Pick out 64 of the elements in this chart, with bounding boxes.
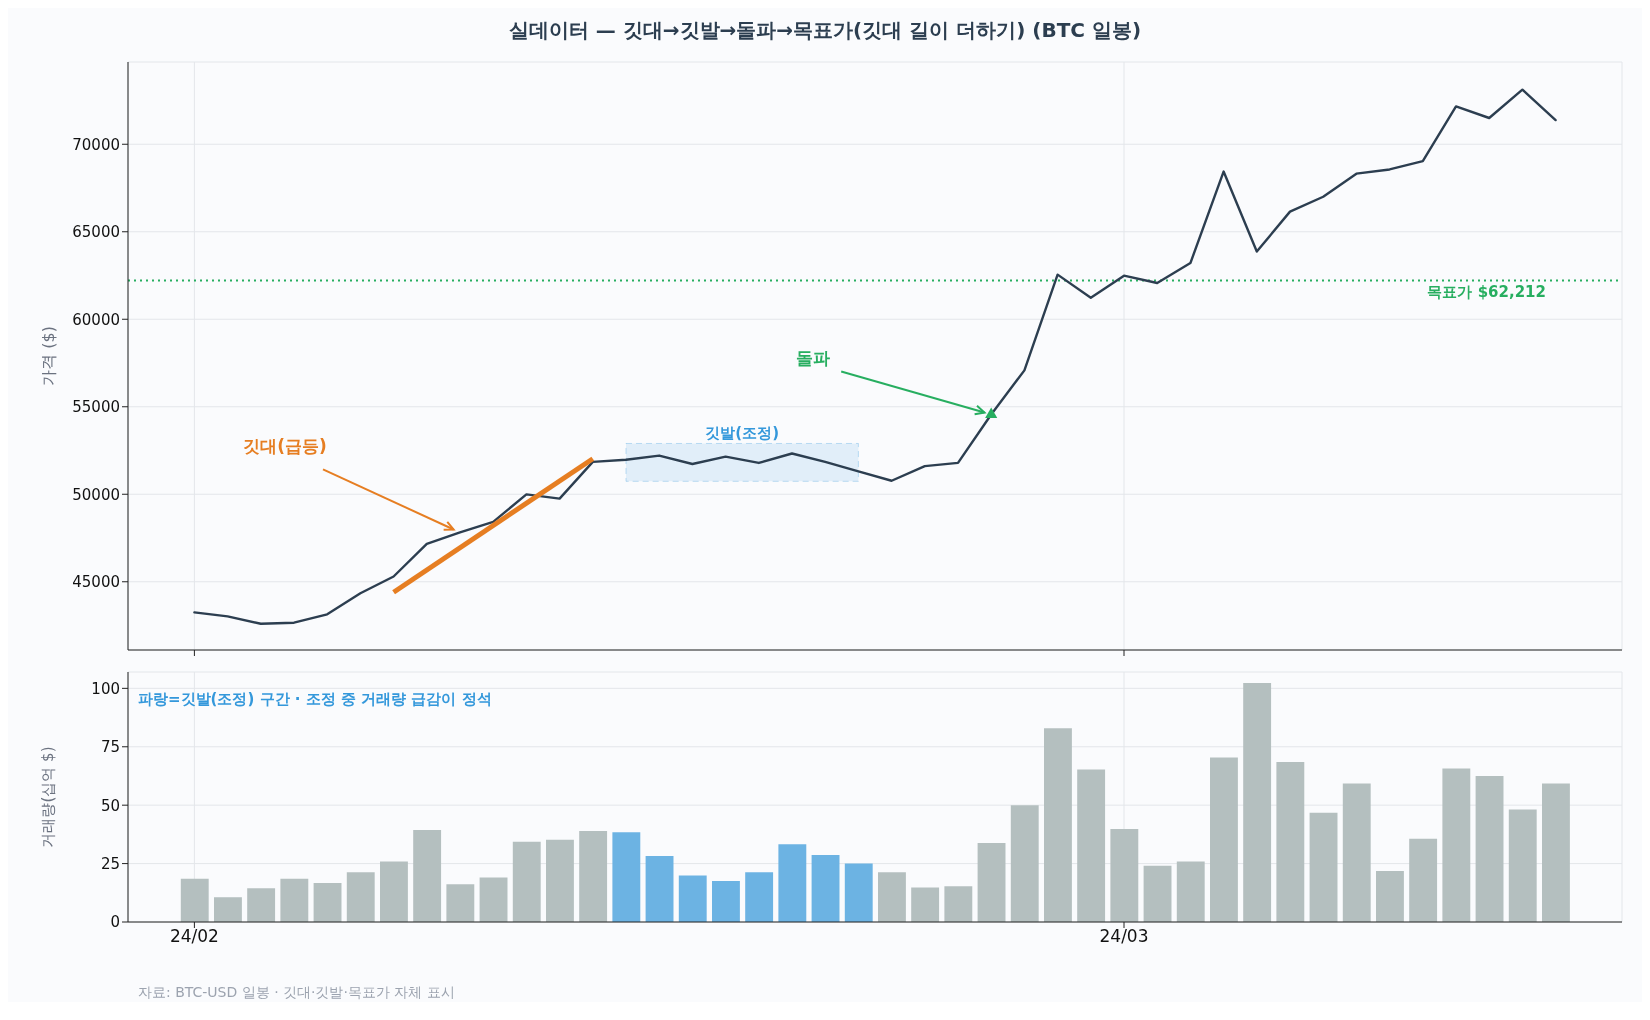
bar <box>1475 775 1504 922</box>
bar <box>1077 769 1106 922</box>
y-tick-label: 100 <box>91 679 120 698</box>
y-axis-title: 거래량(십억 $) <box>39 746 58 848</box>
y-tick-label: 50000 <box>72 485 120 504</box>
y-tick-label: 60000 <box>72 310 120 329</box>
annotation: 파랑=깃발(조정) 구간 · 조정 중 거래량 급감이 정석 <box>138 690 492 709</box>
bar <box>1110 829 1139 922</box>
bar <box>1309 812 1338 922</box>
bar <box>1508 809 1537 922</box>
bar <box>1442 768 1471 922</box>
y-tick-label: 0 <box>110 913 120 932</box>
bar <box>778 844 807 922</box>
bar <box>1409 838 1438 922</box>
bar <box>612 832 641 922</box>
bar <box>1143 865 1172 922</box>
bar <box>1176 861 1205 922</box>
bar <box>214 897 242 922</box>
bar <box>977 843 1006 922</box>
bar <box>678 875 707 922</box>
bar <box>446 884 475 922</box>
bar <box>911 887 940 922</box>
bar <box>346 872 375 922</box>
x-tick-label: 24/02 <box>169 926 219 947</box>
bar <box>878 872 906 922</box>
ref-line-label: 목표가 $62,212 <box>1427 283 1546 302</box>
bar <box>380 861 408 922</box>
bar <box>1342 783 1371 922</box>
y-tick-label: 25 <box>100 854 120 873</box>
bar <box>1376 871 1404 922</box>
bar <box>512 841 541 922</box>
bar <box>280 878 309 922</box>
annotation: 돌파 <box>796 348 831 369</box>
bar <box>413 829 442 922</box>
bar <box>579 831 608 922</box>
bar <box>1010 805 1039 922</box>
bar <box>645 856 674 922</box>
y-axis-title: 가격 ($) <box>38 326 58 386</box>
bar <box>944 886 973 922</box>
bar <box>479 877 508 922</box>
x-tick-label: 24/03 <box>1099 926 1149 947</box>
y-tick-label: 75 <box>100 738 120 757</box>
band-label: 깃발(조정) <box>705 424 780 443</box>
bar <box>745 872 774 922</box>
y-tick-label: 50 <box>100 796 120 815</box>
bar <box>1276 761 1305 922</box>
y-tick-label: 55000 <box>72 398 120 417</box>
y-tick-label: 70000 <box>72 135 120 154</box>
y-tick-label: 45000 <box>72 573 120 592</box>
bar <box>1542 783 1570 922</box>
bar <box>712 880 740 922</box>
chart-title: 실데이터 — 깃대→깃발→돌파→목표가(깃대 길이 더하기) (BTC 일봉) <box>507 17 1143 44</box>
text: 자료: BTC-USD 일봉 · 깃대·깃발·목표가 자체 표시 <box>138 984 456 1002</box>
y-tick-label: 65000 <box>72 223 120 242</box>
bar <box>811 854 840 922</box>
bar <box>1044 728 1072 922</box>
bar <box>180 878 209 922</box>
bar <box>1243 682 1272 922</box>
annotation: 깃대(급등) <box>243 436 327 457</box>
bar <box>844 863 873 922</box>
bar <box>313 882 342 922</box>
bar <box>247 888 276 922</box>
bar <box>1210 757 1238 922</box>
bar <box>546 839 574 922</box>
